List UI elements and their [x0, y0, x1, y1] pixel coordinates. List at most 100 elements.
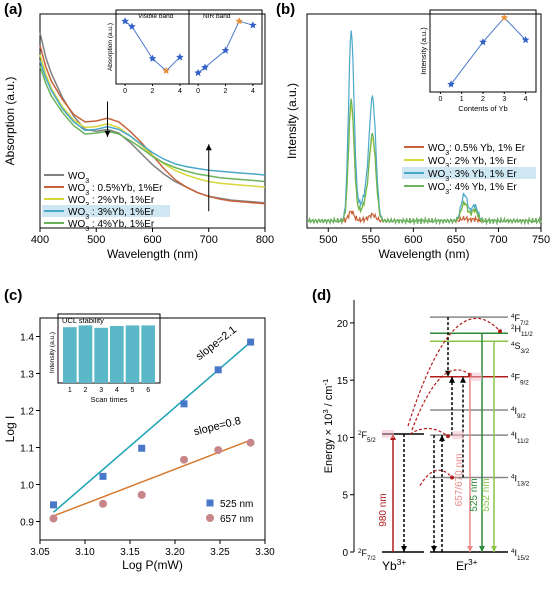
- yb-level-label: 2F5/2: [358, 430, 376, 444]
- text-part: 2: [511, 324, 515, 331]
- er-excitation-arrow-head: [449, 376, 455, 383]
- text-part: 4: [511, 405, 515, 412]
- panel-label: (c): [4, 287, 22, 304]
- yb-species-label: Yb3+: [382, 557, 406, 573]
- text-part: 5/2: [367, 437, 376, 444]
- spectrum-line: [306, 98, 542, 226]
- inset-x-tick-label: 3: [502, 96, 506, 103]
- legend-marker-circle: [206, 514, 214, 522]
- legend-entry: WO3: 3% Yb, 1% Er: [428, 169, 517, 183]
- panel-b: 500 550 600 650 700 750 Wavelength (nm) Intensi…: [276, 1, 550, 261]
- text-part: F: [515, 373, 521, 383]
- text-part: 3: [85, 214, 89, 221]
- y-tick-label: 10: [337, 433, 349, 444]
- data-point-657: [99, 499, 107, 508]
- transition-label: 552 nm: [481, 478, 492, 511]
- text-part: WO: [68, 207, 85, 218]
- text-part: 11/2: [517, 438, 529, 445]
- inset-bar: [63, 327, 77, 383]
- legend-marker-square: [206, 499, 214, 507]
- data-point-525: [138, 444, 146, 452]
- inset-star-marker: [249, 21, 257, 29]
- inset-x-tick-label: 0: [123, 88, 127, 95]
- text-part: 3: [85, 178, 89, 185]
- x-tick-label: 750: [532, 234, 550, 246]
- text-part: : 0.5%Yb, 1%Er: [89, 183, 163, 194]
- text-part: 3: [445, 150, 449, 157]
- x-axis-label: Wavelength (nm): [379, 247, 470, 261]
- inset-title: UCL stability: [62, 316, 104, 325]
- y-tick-label: 1.1: [20, 444, 34, 455]
- er-level-label: 2H11/2: [511, 324, 533, 338]
- inset-star-marker: [221, 46, 230, 54]
- inset-x-tick-label: 5: [131, 387, 135, 394]
- inset-x-tick-label: 0: [438, 96, 442, 103]
- text-part: : 4% Yb, 1% Er: [449, 182, 517, 193]
- x-tick-label: 500: [87, 234, 105, 246]
- text-part: WO: [428, 156, 445, 167]
- inset-x-tick-label: 4: [115, 387, 119, 394]
- text-part: 2: [358, 548, 362, 555]
- inset-band-label: NIR band: [203, 13, 231, 20]
- x-tick-label: 3.30: [255, 547, 275, 558]
- x-tick-label: 3.10: [75, 547, 95, 558]
- text-part: H: [515, 324, 522, 334]
- x-axis-label: Wavelength (nm): [107, 247, 198, 261]
- legend-entry: WO3: 0.5% Yb, 1% Er: [428, 143, 526, 157]
- text-part: 4: [511, 313, 515, 320]
- legend-highlight: [42, 205, 170, 217]
- text-part: WO: [428, 182, 445, 193]
- inset-x-label: Scan times: [90, 395, 127, 404]
- inset-x-tick-label: 2: [84, 387, 88, 394]
- text-part: 7/2: [367, 555, 376, 562]
- transition-label: 525 nm: [469, 478, 480, 511]
- inset-star-marker: [521, 35, 530, 44]
- text-part: 13/2: [517, 480, 530, 487]
- arrow-head: [205, 144, 212, 151]
- transition-label: 657/670 nm: [454, 454, 465, 507]
- text-part: 9/2: [520, 379, 529, 386]
- panel-label: (b): [276, 1, 295, 18]
- y-tick-label: 20: [337, 319, 349, 330]
- text-part: WO: [68, 171, 85, 182]
- inset-x-tick-label: 2: [481, 96, 485, 103]
- inset-bar: [125, 325, 140, 383]
- inset-y-label: Intensity (a.u.): [419, 27, 428, 75]
- inset-x-label: Contents of Yb: [458, 104, 507, 113]
- x-tick-label: 3.25: [210, 547, 230, 558]
- text-part: Er: [456, 559, 468, 573]
- data-point-657: [49, 514, 58, 523]
- inset-x-tick-label: 3: [99, 387, 103, 394]
- x-tick-label: 500: [319, 234, 337, 246]
- text-part: WO: [428, 143, 445, 154]
- er-excitation-arrow-head: [439, 435, 445, 442]
- level-highlight: [470, 372, 482, 381]
- text-part: 3+: [397, 557, 407, 567]
- data-point-525: [247, 338, 255, 346]
- inset-bar: [78, 325, 93, 383]
- data-point-657: [246, 438, 255, 447]
- inset-x-tick-label: 0: [196, 88, 200, 95]
- text-part: 3: [85, 190, 89, 197]
- inset-bar: [110, 326, 124, 383]
- data-point-525: [99, 472, 107, 480]
- x-tick-label: 3.20: [165, 547, 185, 558]
- text-part: 9/2: [517, 412, 526, 419]
- legend-entry: WO3 : 3%Yb, 1%Er: [68, 207, 155, 221]
- inset-star-marker: [201, 63, 209, 71]
- relaxation-arrow-head: [401, 546, 407, 552]
- text-part: 3/2: [521, 348, 530, 355]
- text-part: 3: [445, 176, 449, 183]
- data-point-525: [50, 501, 57, 509]
- legend-entry: WO3 : 0.5%Yb, 1%Er: [68, 183, 163, 197]
- x-tick-label: 3.15: [120, 547, 140, 558]
- legend-entry: 657 nm: [220, 514, 253, 525]
- y-tick-label: 0.9: [20, 518, 34, 529]
- energy-transfer-curve-end: [446, 434, 450, 439]
- inset-star-marker: [235, 17, 243, 25]
- inset-star-marker: [500, 13, 509, 21]
- axes-frame: [39, 317, 266, 541]
- text-part: 4: [511, 548, 515, 555]
- y-tick-label: 1.2: [20, 407, 34, 418]
